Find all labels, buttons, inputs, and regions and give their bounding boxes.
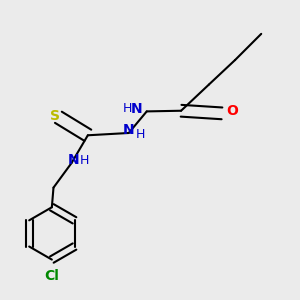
Text: N: N: [67, 154, 79, 167]
Text: H: H: [122, 102, 132, 115]
Text: Cl: Cl: [44, 269, 59, 284]
Text: N: N: [131, 102, 143, 116]
Text: H: H: [136, 128, 145, 141]
Text: H: H: [80, 154, 89, 167]
Text: S: S: [50, 109, 60, 123]
Text: O: O: [226, 104, 238, 118]
Text: N: N: [123, 123, 134, 137]
